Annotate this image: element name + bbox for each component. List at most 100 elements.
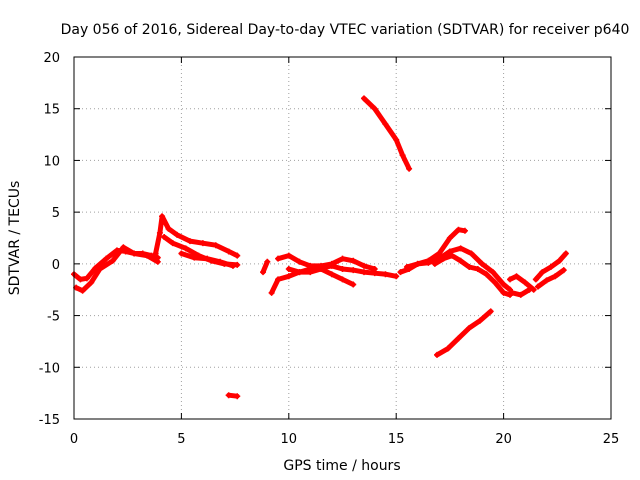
series-s2	[73, 244, 161, 294]
data-point-marker	[532, 276, 539, 283]
y-tick-label: 0	[52, 258, 60, 273]
data-point-marker	[109, 257, 116, 264]
x-tick-label: 15	[388, 432, 405, 447]
y-axis-label: SDTVAR / TECUs	[7, 181, 23, 296]
data-point-marker	[360, 269, 367, 276]
data-point-marker	[144, 252, 151, 259]
data-point-marker	[339, 266, 346, 273]
data-layer	[71, 95, 569, 400]
data-point-marker	[199, 240, 206, 247]
data-point-marker	[382, 271, 389, 278]
data-point-marker	[217, 258, 224, 265]
data-point-marker	[500, 281, 507, 288]
data-point-marker	[440, 255, 447, 262]
data-point-marker	[77, 276, 84, 283]
data-point-marker	[457, 245, 464, 252]
data-point-marker	[393, 273, 400, 280]
data-point-marker	[461, 227, 468, 234]
series-s6	[225, 392, 241, 400]
data-point-marker	[474, 266, 481, 273]
series-s19	[534, 267, 567, 290]
data-point-marker	[178, 250, 185, 257]
series-s18	[532, 250, 569, 283]
y-tick-label: 5	[52, 206, 60, 221]
data-point-marker	[552, 273, 559, 280]
data-point-marker	[371, 105, 378, 112]
data-point-marker	[212, 242, 219, 249]
data-point-marker	[414, 260, 421, 267]
y-tick-label: -5	[47, 310, 60, 325]
data-point-marker	[534, 283, 541, 290]
data-point-marker	[275, 255, 282, 262]
data-point-marker	[489, 269, 496, 276]
data-point-marker	[446, 235, 453, 241]
data-point-marker	[152, 250, 159, 257]
data-point-marker	[182, 245, 189, 252]
data-point-marker	[154, 258, 161, 265]
data-point-marker	[446, 248, 453, 255]
y-tick-label: -10	[39, 361, 60, 376]
data-point-marker	[328, 271, 335, 278]
data-point-marker	[339, 255, 346, 262]
data-point-marker	[296, 269, 303, 276]
data-point-marker	[360, 262, 367, 269]
data-point-marker	[275, 276, 282, 283]
y-tick-label: 20	[43, 51, 60, 66]
data-point-marker	[382, 121, 389, 128]
data-point-marker	[431, 260, 438, 267]
series-s11	[360, 95, 413, 172]
x-tick-label: 20	[495, 432, 512, 447]
series-trace	[73, 244, 161, 294]
data-point-marker	[174, 231, 181, 238]
data-point-marker	[234, 252, 241, 259]
series-s13	[403, 245, 514, 293]
data-point-marker	[539, 269, 546, 276]
data-point-marker	[513, 273, 520, 280]
data-point-marker	[350, 257, 357, 264]
data-point-marker	[234, 393, 241, 400]
data-point-marker	[526, 286, 533, 293]
data-point-marker	[556, 257, 563, 264]
series-trace	[432, 253, 513, 298]
data-point-marker	[165, 225, 172, 232]
data-point-marker	[444, 345, 451, 352]
data-point-marker	[466, 263, 473, 270]
series-s9	[275, 252, 378, 273]
series-s15	[434, 308, 494, 358]
data-point-marker	[560, 267, 567, 274]
data-point-marker	[517, 291, 524, 298]
grid-layer	[74, 57, 611, 419]
data-point-marker	[260, 269, 267, 276]
data-point-marker	[457, 257, 464, 264]
y-tick-label: 15	[43, 103, 60, 118]
series-trace	[535, 267, 567, 290]
data-point-marker	[225, 248, 232, 255]
data-point-marker	[350, 267, 357, 274]
data-point-marker	[468, 250, 475, 257]
x-tick-label: 25	[603, 432, 620, 447]
data-point-marker	[449, 252, 456, 259]
data-point-marker	[403, 263, 410, 270]
data-point-marker	[88, 279, 95, 286]
data-point-marker	[509, 289, 516, 296]
data-point-marker	[371, 266, 378, 273]
data-point-marker	[296, 258, 303, 265]
data-point-marker	[268, 289, 275, 296]
data-point-marker	[487, 308, 494, 315]
data-point-marker	[399, 152, 406, 159]
data-point-marker	[156, 229, 163, 236]
data-point-marker	[522, 279, 529, 286]
data-point-marker	[507, 276, 514, 283]
data-point-marker	[229, 262, 236, 269]
data-point-marker	[406, 165, 413, 172]
data-point-marker	[83, 275, 90, 282]
data-point-marker	[131, 250, 138, 257]
data-point-marker	[436, 250, 443, 257]
data-point-marker	[562, 250, 569, 257]
data-point-marker	[318, 266, 325, 273]
data-point-marker	[397, 269, 404, 276]
data-point-marker	[476, 317, 483, 324]
data-point-marker	[159, 213, 166, 220]
series-s5	[178, 250, 236, 269]
